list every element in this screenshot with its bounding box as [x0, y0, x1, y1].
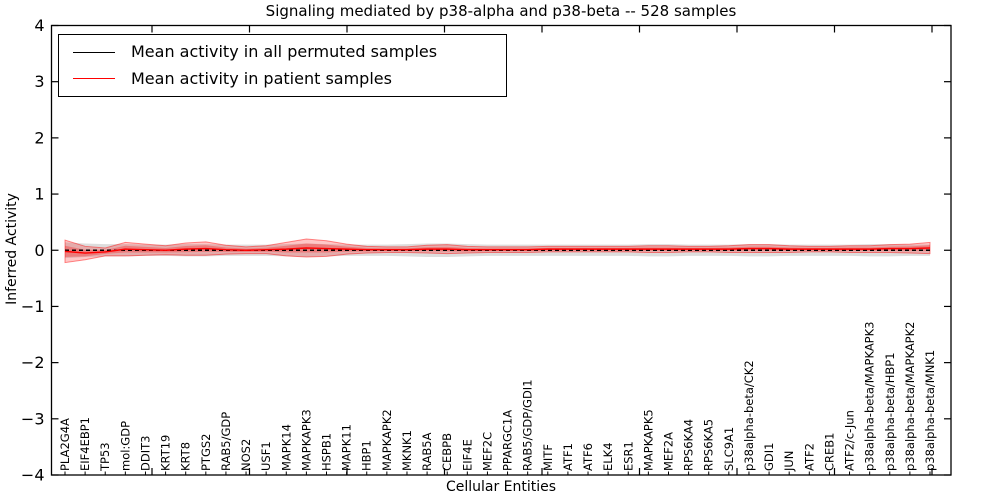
y-tick-label: 3 — [34, 72, 44, 91]
x-tick-label: EIF4E — [460, 439, 474, 471]
x-tick-label: MAPK14 — [279, 424, 293, 471]
x-tick-label: CREB1 — [822, 433, 836, 472]
y-tick-label: 0 — [34, 241, 44, 260]
x-tick-label: NOS2 — [239, 439, 253, 471]
x-tick-label: TP53 — [98, 442, 112, 472]
x-tick-label: JUN — [782, 451, 796, 472]
x-tick-label: USF1 — [259, 441, 273, 471]
x-tick-label: KRT19 — [159, 435, 173, 471]
x-tick-label: MKNK1 — [400, 430, 414, 471]
x-tick-label: RAB5A — [420, 432, 434, 471]
x-tick-label: p38alpha-beta/HBP1 — [883, 352, 897, 471]
legend-label-patient: Mean activity in patient samples — [131, 68, 392, 88]
x-tick-label: GDI1 — [762, 443, 776, 471]
x-tick-label: PLA2G4A — [58, 418, 72, 471]
x-tick-label: MEF2C — [480, 432, 494, 471]
x-tick-label: PPARGC1A — [501, 410, 515, 471]
x-tick-label: MAPKAPK2 — [380, 409, 394, 471]
y-axis-title: Inferred Activity — [4, 193, 20, 305]
x-tick-label: MITF — [541, 444, 555, 471]
legend-entry-patient: Mean activity in patient samples — [59, 68, 506, 88]
legend: Mean activity in all permuted samples Me… — [58, 34, 507, 97]
y-tick-label: −4 — [21, 466, 45, 485]
x-tick-label: ATF2/c-Jun — [843, 410, 857, 471]
x-tick-label: p38alpha-beta/CK2 — [742, 360, 756, 471]
x-tick-label: RAB5/GDP/GDI1 — [521, 379, 535, 471]
x-tick-label: p38alpha-beta/MAPKAPK2 — [903, 321, 917, 471]
x-tick-label: MAPKAPK5 — [641, 409, 655, 471]
x-tick-label: ESR1 — [621, 441, 635, 471]
chart-title: Signaling mediated by p38-alpha and p38-… — [265, 2, 737, 20]
x-tick-label: RPS6KA5 — [702, 419, 716, 471]
x-tick-label: mol:GDP — [118, 421, 132, 471]
x-tick-label: ELK4 — [601, 442, 615, 471]
x-tick-label: DDIT3 — [138, 436, 152, 471]
y-tick-label: −1 — [21, 297, 45, 316]
legend-entry-permuted: Mean activity in all permuted samples — [59, 42, 506, 62]
x-tick-label: MEF2A — [661, 432, 675, 471]
x-tick-label: RPS6KA4 — [682, 419, 696, 471]
x-tick-label: ATF1 — [561, 443, 575, 471]
x-tick-label: HBP1 — [360, 440, 374, 471]
x-tick-label: CEBPB — [440, 433, 454, 471]
legend-line-permuted-icon — [73, 51, 115, 53]
y-tick-label: 1 — [34, 185, 44, 204]
x-tick-label: RAB5/GDP — [219, 412, 233, 471]
x-tick-label: ATF2 — [802, 443, 816, 471]
x-tick-label: SLC9A1 — [722, 427, 736, 471]
x-tick-label: ATF6 — [581, 443, 595, 471]
x-tick-label: KRT8 — [179, 442, 193, 471]
y-tick-label: −3 — [21, 409, 45, 428]
x-tick-label: p38alpha-beta/MNK1 — [923, 350, 937, 471]
legend-label-permuted: Mean activity in all permuted samples — [131, 42, 438, 62]
legend-line-patient-icon — [73, 78, 115, 80]
y-tick-label: 2 — [34, 128, 44, 147]
x-tick-label: PTGS2 — [199, 434, 213, 472]
patient-spread-band-outer — [64, 238, 931, 264]
y-tick-label: −2 — [21, 353, 45, 372]
y-tick-label: 4 — [34, 16, 44, 35]
x-tick-label: MAPK11 — [340, 424, 354, 471]
x-axis-title: Cellular Entities — [445, 479, 557, 495]
x-tick-label: p38alpha-beta/MAPKAPK3 — [863, 322, 877, 472]
x-tick-label: EIF4EBP1 — [78, 417, 92, 471]
x-tick-label: HSPB1 — [320, 433, 334, 471]
patient-mean-line — [64, 247, 931, 254]
x-tick-label: MAPKAPK3 — [299, 409, 313, 471]
